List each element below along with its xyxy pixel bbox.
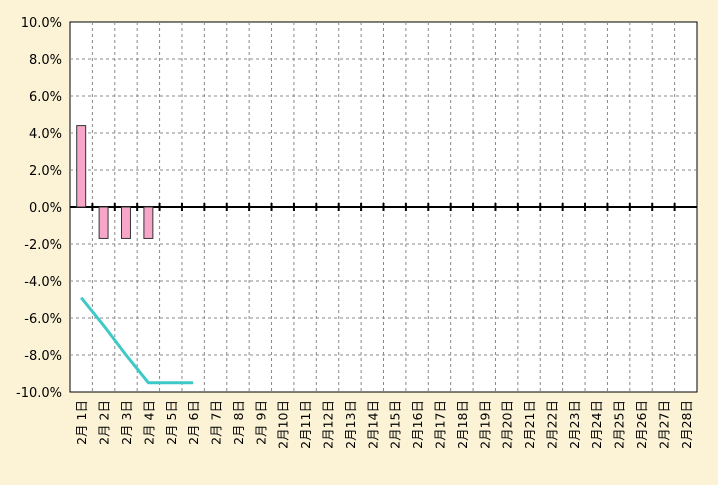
bar [98,206,109,239]
y-tick-label: 8.0% [29,53,62,68]
y-tick-label: 10.0% [21,16,62,31]
x-tick-label: 2月10日 [276,400,291,449]
y-tick-label: -10.0% [16,386,62,401]
x-tick-label: 2月19日 [477,400,492,449]
x-tick-label: 2月18日 [455,400,470,449]
x-tick-label: 2月22日 [544,400,559,449]
x-tick-label: 2月 4日 [141,400,156,445]
y-tick-label: -4.0% [24,275,62,290]
y-tick-label: -6.0% [24,312,62,327]
y-tick-label: 4.0% [29,127,62,142]
y-tick-label: 6.0% [29,90,62,105]
x-tick-label: 2月13日 [343,400,358,449]
x-tick-label: 2月 1日 [74,400,89,445]
x-tick-label: 2月28日 [679,400,694,449]
x-tick-label: 2月23日 [567,400,582,449]
x-tick-label: 2月24日 [589,400,604,449]
x-tick-label: 2月16日 [410,400,425,449]
x-tick-label: 2月14日 [365,400,380,449]
x-tick-label: 2月11日 [298,400,313,449]
x-tick-label: 2月27日 [656,400,671,449]
bar [76,125,87,208]
x-tick-label: 2月 5日 [164,400,179,445]
x-tick-label: 2月15日 [388,400,403,449]
y-tick-label: 2.0% [29,164,62,179]
x-tick-label: 2月 3日 [119,400,134,445]
y-tick-label: 0.0% [29,201,62,216]
bar [143,206,154,239]
y-tick-label: -2.0% [24,238,62,253]
x-tick-label: 2月17日 [432,400,447,449]
x-tick-label: 2月12日 [321,400,336,449]
x-tick-label: 2月20日 [500,400,515,449]
x-tick-label: 2月 6日 [186,400,201,445]
x-tick-label: 2月 9日 [253,400,268,445]
bar [121,206,131,239]
line [80,296,194,385]
x-tick-label: 2月25日 [612,400,627,449]
y-tick-label: -8.0% [24,349,62,364]
x-tick-label: 2月 8日 [231,400,246,445]
x-tick-label: 2月21日 [522,400,537,449]
x-tick-label: 2月26日 [634,400,649,449]
x-tick-label: 2月 7日 [209,400,224,445]
x-tick-label: 2月 2日 [97,400,112,445]
